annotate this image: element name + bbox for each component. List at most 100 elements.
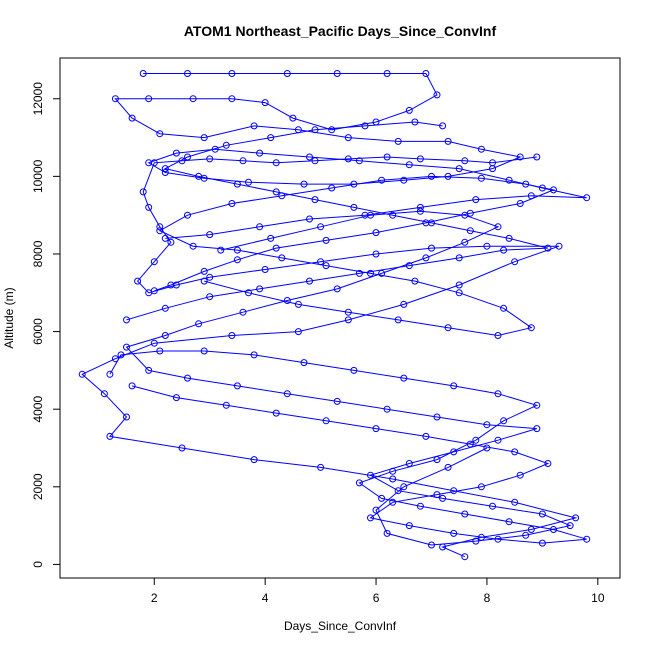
data-point [367, 269, 374, 277]
data-point [272, 159, 280, 167]
data-point [444, 463, 452, 471]
data-point [206, 231, 214, 239]
data-point [511, 258, 519, 266]
data-point [322, 262, 330, 270]
data-point [267, 134, 275, 142]
data-point [389, 498, 397, 506]
data-point [200, 267, 208, 275]
data-point [355, 157, 363, 165]
data-point [161, 304, 169, 312]
data-point [206, 155, 214, 163]
data-point [405, 106, 413, 114]
data-point [317, 223, 325, 231]
y-tick-label: 8000 [31, 240, 45, 267]
data-point [533, 401, 541, 409]
y-tick-label: 2000 [31, 473, 45, 500]
data-point [344, 316, 352, 324]
data-point [161, 169, 169, 176]
data-point [383, 70, 391, 77]
data-point [306, 215, 313, 223]
data-point [444, 172, 452, 180]
data-point [361, 122, 369, 130]
data-point [400, 483, 408, 491]
series-3 [123, 207, 574, 549]
data-point [355, 269, 363, 277]
data-point [372, 250, 380, 258]
data-point [222, 141, 230, 149]
data-point [317, 463, 325, 471]
data-point [117, 351, 125, 359]
data-point [533, 425, 541, 433]
data-point [416, 207, 424, 215]
data-point [422, 70, 430, 77]
data-point [522, 180, 530, 188]
data-point [555, 242, 563, 250]
series-4 [150, 172, 557, 339]
data-point [405, 262, 413, 270]
data-point [311, 196, 319, 204]
data-point [455, 281, 463, 289]
data-point [450, 529, 458, 537]
data-point [145, 95, 153, 103]
data-point [156, 227, 164, 235]
data-point [233, 180, 241, 188]
data-point [256, 149, 264, 157]
data-point [306, 153, 313, 161]
data-point [489, 165, 496, 173]
data-point [139, 188, 147, 196]
data-point [405, 161, 413, 169]
data-point [233, 256, 241, 264]
data-point [161, 165, 169, 173]
data-point [344, 134, 352, 142]
data-point [250, 122, 258, 130]
data-point [433, 413, 441, 421]
y-tick-label: 12000 [31, 82, 45, 116]
y-axis: 0 2000 4000 6000 8000 10000 12000 [31, 82, 60, 568]
data-point [289, 114, 297, 122]
data-point [206, 273, 214, 281]
data-point [533, 153, 541, 161]
data-point [461, 510, 469, 518]
data-point [394, 487, 402, 495]
data-point [272, 244, 280, 252]
data-point [145, 203, 153, 211]
data-point [383, 529, 391, 537]
data-point [538, 510, 546, 518]
series-line [109, 350, 587, 544]
data-point [228, 70, 236, 77]
data-point [466, 440, 474, 448]
data-point [189, 95, 197, 103]
data-point [428, 244, 435, 252]
x-tick-label: 2 [151, 591, 158, 605]
data-point [389, 211, 397, 219]
data-point [383, 153, 391, 161]
data-point [378, 176, 386, 184]
data-point [145, 366, 153, 374]
data-point [461, 157, 469, 165]
data-point [489, 502, 496, 510]
data-point [461, 238, 469, 246]
series-line [81, 156, 578, 558]
data-point [505, 176, 513, 184]
x-axis: 2 4 6 8 10 [151, 578, 605, 605]
data-point [439, 122, 447, 130]
data-point [416, 155, 424, 163]
data-point [250, 351, 258, 359]
data-point [311, 126, 319, 134]
data-point [416, 203, 424, 211]
data-point [477, 483, 485, 491]
data-point [283, 70, 291, 77]
data-point [383, 405, 391, 413]
data-point [111, 95, 119, 103]
data-point [272, 188, 280, 196]
data-point [228, 95, 236, 103]
data-point [389, 467, 397, 475]
data-point [494, 535, 502, 543]
series-6 [123, 118, 552, 324]
data-point [422, 254, 430, 262]
data-point [455, 165, 463, 173]
data-point [367, 514, 374, 522]
data-point [367, 471, 374, 479]
series-line [125, 210, 572, 546]
